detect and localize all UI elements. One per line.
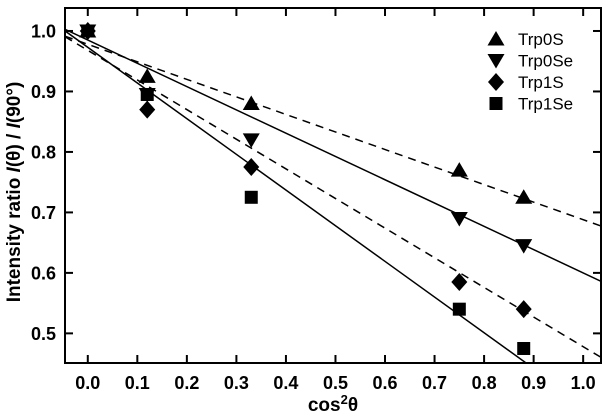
y-tick-label: 0.5 [31,324,56,344]
x-tick-label: 1.0 [571,373,596,393]
y-tick-labels: 0.5 0.6 0.7 0.8 0.9 1.0 [31,21,56,343]
x-tick-label: 0.7 [422,373,447,393]
fit-line-Trp1Se [65,30,528,363]
x-tick-label: 0.4 [273,373,298,393]
y-tick-label: 0.6 [31,263,56,283]
axis-ticks [65,8,601,363]
square-marker [81,24,95,38]
x-tick-label: 0.1 [125,373,150,393]
diamond-marker [515,300,532,319]
legend: Trp0S Trp0Se Trp1S Trp1Se [487,30,573,114]
diamond-marker [139,100,156,119]
square-marker [452,302,466,316]
x-tick-label: 0.0 [75,373,100,393]
x-tick-label: 0.9 [521,373,546,393]
legend-triangle-up-icon [487,31,505,46]
diamond-marker [243,158,260,177]
x-tick-label: 0.8 [472,373,497,393]
fit-line-Trp0Se [65,28,601,282]
square-marker [244,190,258,204]
square-marker [140,87,154,101]
x-tick-label: 0.2 [174,373,199,393]
legend-label-Trp0S: Trp0S [518,30,564,49]
legend-square-icon [489,97,503,110]
y-tick-label: 0.7 [31,203,56,223]
y-tick-label: 0.9 [31,82,56,102]
series-Trp0Se [79,24,533,254]
y-tick-label: 0.8 [31,142,56,162]
legend-triangle-down-icon [487,54,505,69]
x-tick-label: 0.3 [224,373,249,393]
y-tick-label: 1.0 [31,21,56,41]
legend-label-Trp1S: Trp1S [518,73,564,92]
triangle-up-marker [138,68,156,83]
y-axis-title: Intensity ratio I(θ) / I(90°) [4,82,25,303]
triangle-up-marker [450,162,468,177]
x-tick-label: 0.5 [323,373,348,393]
triangle-down-marker [515,239,533,254]
x-tick-labels: 0.0 0.1 0.2 0.3 0.4 0.5 0.6 0.7 0.8 0.9 1.0 [75,373,595,393]
fit-line-Trp0S [65,35,601,227]
legend-diamond-icon [488,73,504,91]
diamond-marker [451,272,468,291]
triangle-down-marker [242,133,260,148]
series-Trp1Se [81,24,531,355]
legend-label-Trp1Se: Trp1Se [518,95,573,114]
square-marker [517,341,531,355]
triangle-down-marker [450,211,468,227]
x-axis-title: cos2θ [308,392,358,416]
x-tick-label: 0.6 [372,373,397,393]
triangle-up-marker [242,95,260,111]
triangle-up-marker [515,189,533,204]
plot-border [64,7,602,364]
legend-label-Trp0Se: Trp0Se [518,52,573,71]
